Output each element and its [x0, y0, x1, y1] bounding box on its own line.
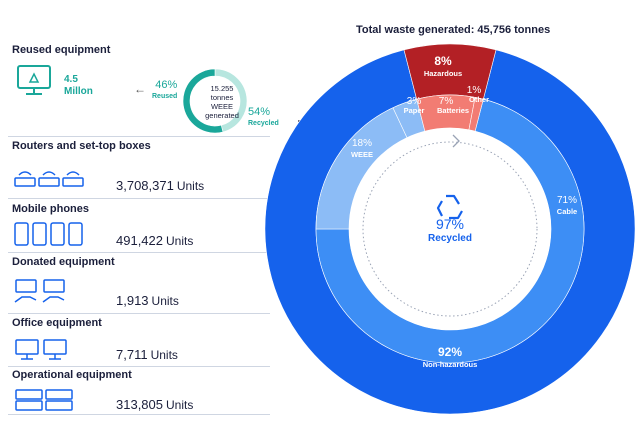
batteries-pct: 7% — [439, 96, 454, 107]
donated-equipment-count: 1,913 Units — [116, 293, 179, 308]
mobile-phone-icon — [14, 222, 83, 246]
other-pct: 1% — [467, 85, 482, 96]
ring-slice-recycled — [182, 68, 224, 134]
hazardous-pct: 8% — [434, 54, 452, 68]
routers-count-unit: Units — [176, 179, 205, 193]
other-label: Other — [469, 95, 489, 104]
divider — [8, 366, 270, 367]
mobile-phones-count-value: 491,422 — [116, 233, 163, 248]
ring-line4: generated — [205, 111, 239, 120]
donated-equipment-count-value: 1,913 — [116, 293, 149, 308]
arrow-left-icon: ← — [134, 82, 146, 96]
non-hazardous-label: Non-hazardous — [423, 360, 478, 369]
donated-equipment-count-unit: Units — [151, 294, 179, 308]
routers-count: 3,708,371 Units — [116, 178, 204, 193]
cable-pct: 71% — [557, 195, 577, 206]
recycled-share-pct: 54% — [248, 106, 271, 118]
waste-donut-chart: 8%Hazardous 92%Non-hazardous 71%Cable 18%WE… — [264, 43, 636, 415]
mobile-phones-count-unit: Units — [166, 234, 194, 248]
center-disc — [349, 128, 551, 330]
weee-label: WEEE — [351, 150, 373, 159]
batteries-label: Batteries — [437, 106, 469, 115]
office-equipment-count: 7,711 Units — [116, 347, 178, 362]
reused-share-pct: 46% — [155, 79, 178, 91]
operational-equipment-title: Operational equipment — [12, 369, 132, 381]
operational-equipment-count-unit: Units — [166, 398, 194, 412]
mobile-phones-title: Mobile phones — [12, 203, 89, 215]
hazardous-label: Hazardous — [424, 69, 462, 78]
reused-equipment-title: Reused equipment — [12, 44, 111, 56]
operational-equipment-count-value: 313,805 — [116, 397, 163, 412]
chevron-right-icon — [452, 134, 460, 148]
office-equipment-title: Office equipment — [12, 317, 102, 329]
routers-count-value: 3,708,371 — [116, 178, 174, 193]
operational-equipment-count: 313,805 Units — [116, 397, 193, 412]
router-icon — [14, 171, 84, 187]
donated-equipment-icon — [14, 279, 65, 303]
server-rack-icon — [15, 389, 73, 411]
office-equipment-count-unit: Units — [150, 348, 178, 362]
divider — [8, 252, 270, 253]
recycled-share: 54% Recycled — [248, 106, 279, 130]
ring-line2: tonnes — [210, 93, 234, 102]
office-equipment-count-value: 7,711 — [116, 347, 148, 362]
weee-pct: 18% — [352, 138, 372, 149]
reused-quantity: 4.5 Millon — [64, 74, 93, 98]
ring-line3: WEEE — [210, 102, 234, 111]
reused-share-label: Reused — [152, 93, 178, 100]
recycled-monitor-icon — [17, 65, 51, 95]
non-hazardous-pct: 92% — [438, 345, 462, 359]
office-monitor-icon — [15, 339, 67, 360]
cable-label: Cable — [557, 207, 577, 216]
center-label: Recycled — [428, 233, 472, 244]
weee-generated-label: 15.255 tonnes WEEE generated — [186, 84, 258, 120]
reused-recycled-ring — [182, 68, 248, 134]
donated-equipment-title: Donated equipment — [12, 256, 115, 268]
paper-label: Paper — [404, 106, 425, 115]
center-dotted-ring — [362, 141, 538, 317]
divider — [8, 136, 270, 137]
routers-title: Routers and set-top boxes — [12, 140, 151, 152]
ring-line1: 15.255 — [210, 84, 234, 93]
reused-share: 46% Reused — [152, 79, 177, 103]
recycled-share-label: Recycled — [248, 120, 279, 127]
center-pct: 97% — [436, 216, 464, 232]
reused-quantity-unit: Millon — [64, 86, 93, 97]
chart-title: Total waste generated: 45,756 tonnes — [356, 24, 551, 36]
divider — [8, 414, 270, 415]
equipment-panel: Reused equipment 4.5 Millon ← 46% Reused… — [8, 0, 279, 426]
divider — [8, 313, 270, 314]
divider — [8, 198, 270, 199]
mobile-phones-count: 491,422 Units — [116, 233, 193, 248]
paper-pct: 3% — [407, 96, 422, 107]
reused-quantity-value: 4.5 — [64, 74, 78, 85]
recycle-icon — [436, 194, 463, 220]
